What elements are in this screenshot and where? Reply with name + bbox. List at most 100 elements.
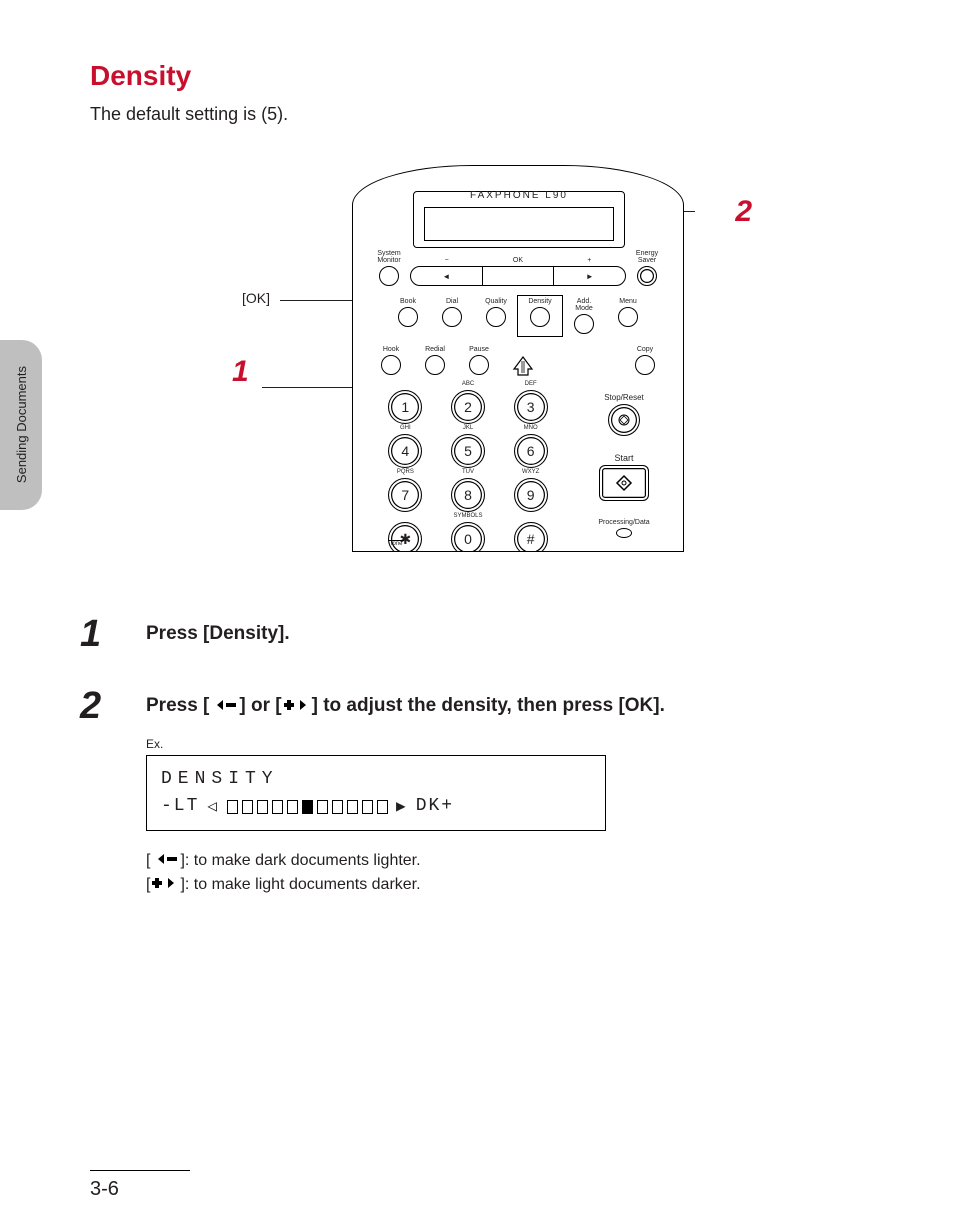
ok-label: OK <box>482 257 553 264</box>
start-button[interactable] <box>599 465 649 501</box>
keypad-5[interactable]: 5JKL <box>451 434 485 468</box>
led-icon <box>616 528 632 538</box>
side-tab: Sending Documents <box>0 340 42 510</box>
left-minus-icon <box>209 698 239 712</box>
quality-label: Quality <box>485 298 507 305</box>
left-minus-icon <box>150 852 180 866</box>
mode-row: Book Dial Quality Density Add. Mode Menu <box>371 298 665 334</box>
processing-label: Processing/Data <box>598 519 649 526</box>
pause-label: Pause <box>469 346 489 353</box>
redial-button[interactable] <box>425 355 445 375</box>
stop-reset-button[interactable] <box>608 404 640 436</box>
step-1-number: 1 <box>80 615 120 653</box>
density-cell <box>347 800 358 814</box>
quality-button[interactable] <box>486 307 506 327</box>
section-heading: Density <box>90 60 874 92</box>
example-label: Ex. <box>146 737 874 751</box>
energy-saver-label: Energy Saver <box>636 250 658 264</box>
keypad-label-7: PQRS <box>389 469 421 475</box>
right-cap-icon: ▶ <box>396 795 408 819</box>
keypad-1[interactable]: 1 <box>388 390 422 424</box>
keypad-label-9: WXYZ <box>515 469 547 475</box>
add-mode-button[interactable] <box>574 314 594 334</box>
density-cell <box>302 800 313 814</box>
display-line-1: DENSITY <box>161 766 591 793</box>
control-panel: FAXPHONE L90 System Monitor − OK + ◄ <box>352 165 684 552</box>
step-2-text: Press [] or [] to adjust the density, th… <box>146 695 874 717</box>
book-button[interactable] <box>398 307 418 327</box>
keypad-label-5: JKL <box>452 425 484 431</box>
keypad-8[interactable]: 8TUV <box>451 478 485 512</box>
right-arrow-button[interactable]: ► <box>554 267 625 285</box>
dial-label: Dial <box>446 298 458 305</box>
keypad: 1 2ABC 3DEF 4GHI 5JKL 6MNO 7PQRS 8TUV 9WXYZ ✱ 0SYM… <box>383 390 553 552</box>
menu-button[interactable] <box>618 307 638 327</box>
lcd-example: DENSITY -LT ◁ ▶ DK+ <box>146 755 606 831</box>
left-cap-icon: ◁ <box>207 795 219 819</box>
keypad-✱[interactable]: ✱ <box>388 522 422 552</box>
keypad-label-2: ABC <box>452 381 484 387</box>
keypad-4[interactable]: 4GHI <box>388 434 422 468</box>
step-2: 2 Press [] or [] to adjust the density, … <box>80 687 874 897</box>
step-1-text: Press [Density]. <box>146 623 874 645</box>
lcd: FAXPHONE L90 <box>413 191 625 248</box>
add-mode-label: Add. Mode <box>575 298 593 312</box>
lcd-screen <box>424 207 614 241</box>
stop-reset-label: Stop/Reset <box>604 394 644 402</box>
keypad-label-4: GHI <box>389 425 421 431</box>
density-button[interactable] <box>530 307 550 327</box>
tone-label: Tone <box>388 540 404 547</box>
density-cell <box>332 800 343 814</box>
ok-callout-label: [OK] <box>242 290 270 306</box>
system-monitor-label: System Monitor <box>377 250 400 264</box>
product-name: FAXPHONE L90 <box>414 190 624 201</box>
processing-led: Processing/Data <box>598 519 649 538</box>
display-line-2: -LT ◁ ▶ DK+ <box>161 793 591 820</box>
energy-saver-button[interactable] <box>637 266 657 286</box>
keypad-label-0: SYMBOLS <box>452 513 484 519</box>
keypad-3[interactable]: 3DEF <box>514 390 548 424</box>
arrow-indicator-icon <box>510 355 536 377</box>
density-cell <box>317 800 328 814</box>
density-cell <box>242 800 253 814</box>
pause-button[interactable] <box>469 355 489 375</box>
keypad-label-6: MNO <box>515 425 547 431</box>
note-1: []: to make dark documents lighter. <box>146 849 874 873</box>
keypad-7[interactable]: 7PQRS <box>388 478 422 512</box>
footer-rule <box>90 1170 190 1171</box>
keypad-#[interactable]: # <box>514 522 548 552</box>
keypad-2[interactable]: 2ABC <box>451 390 485 424</box>
book-label: Book <box>400 298 416 305</box>
start-label: Start <box>614 454 633 463</box>
left-arrow-button[interactable]: ◄ <box>411 267 483 285</box>
redial-label: Redial <box>425 346 445 353</box>
right-plus-icon <box>150 876 180 890</box>
ok-button[interactable] <box>483 267 555 285</box>
keypad-label-3: DEF <box>515 381 547 387</box>
menu-label: Menu <box>619 298 637 305</box>
sub-row: Hook Redial Pause Copy <box>371 346 665 377</box>
density-cell <box>257 800 268 814</box>
density-cell <box>377 800 388 814</box>
density-cell <box>287 800 298 814</box>
step-2-notes: []: to make dark documents lighter. []: … <box>146 849 874 897</box>
density-cell <box>227 800 238 814</box>
keypad-0[interactable]: 0SYMBOLS <box>451 522 485 552</box>
hook-button[interactable] <box>381 355 401 375</box>
dial-button[interactable] <box>442 307 462 327</box>
right-plus-icon <box>282 698 312 712</box>
stop-icon <box>617 413 631 427</box>
step-1: 1 Press [Density]. <box>80 615 874 653</box>
note-2: []: to make light documents darker. <box>146 873 874 897</box>
step-2-number: 2 <box>80 687 120 897</box>
figure-callout-1: 1 <box>232 355 249 389</box>
device-figure: 1 2 [OK] FAXPHONE L90 System Monitor − O… <box>232 155 732 555</box>
density-cell <box>272 800 283 814</box>
arrow-label <box>522 346 524 353</box>
system-monitor-button[interactable] <box>379 266 399 286</box>
keypad-9[interactable]: 9WXYZ <box>514 478 548 512</box>
copy-button[interactable] <box>635 355 655 375</box>
density-cell <box>362 800 373 814</box>
keypad-6[interactable]: 6MNO <box>514 434 548 468</box>
start-icon <box>615 474 633 492</box>
